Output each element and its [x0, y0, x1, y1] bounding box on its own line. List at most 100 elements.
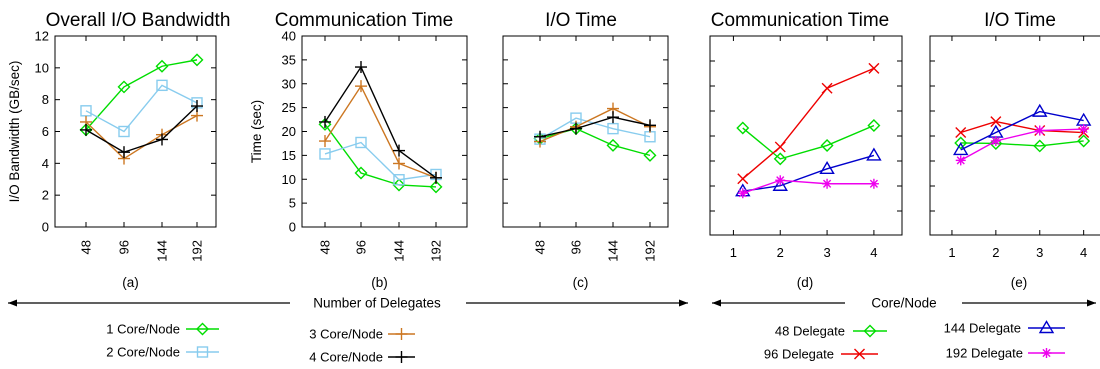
y-tick-label: 0: [289, 220, 296, 235]
legend-marker: [854, 348, 865, 360]
data-point: [990, 135, 1001, 146]
data-point: [156, 79, 168, 92]
data-point: [868, 178, 879, 189]
data-point: [737, 173, 749, 185]
x-tick-label: 3: [823, 245, 830, 260]
legend-entry: 4 Core/Node: [309, 350, 415, 365]
legends: 1 Core/Node 2 Core/Node 3 Core/Node 4 Core/…: [106, 320, 1065, 365]
series-line-2: [960, 120, 1084, 134]
x-tick-label: 96: [569, 240, 584, 254]
chart-title: Communication Time: [275, 10, 453, 31]
legend-marker: [196, 346, 209, 358]
chart-panel-d: Communication Time 1 2 3 4 (d): [709, 10, 903, 290]
x-tick-label: 3: [1036, 245, 1043, 260]
data-point: [819, 160, 835, 175]
data-point: [430, 171, 442, 184]
data-point: [319, 148, 331, 160]
legend-label: 192 Delegate: [946, 346, 1023, 361]
y-tick-label: 12: [35, 29, 49, 44]
data-point: [355, 80, 367, 93]
panel-label: (a): [122, 275, 139, 290]
data-point: [1078, 124, 1089, 135]
data-point: [868, 62, 880, 74]
data-point: [118, 125, 130, 138]
data-point: [955, 155, 966, 166]
legend-entry: 192 Delegate: [946, 346, 1065, 361]
data-point: [643, 148, 657, 162]
series-line-3: [539, 107, 651, 143]
data-point: [392, 178, 406, 192]
data-point: [955, 127, 967, 139]
series-group: [735, 62, 882, 199]
y-tick-label: 6: [42, 124, 49, 139]
data-point: [117, 80, 131, 94]
data-point: [866, 147, 882, 161]
legend-label: 3 Core/Node: [309, 327, 383, 342]
data-point: [954, 136, 968, 150]
x-tick-label: 192: [190, 240, 205, 262]
legend-label: 2 Core/Node: [106, 345, 180, 360]
x-tick-label: 2: [777, 245, 784, 260]
chart-panel-e: I/O Time 1 2 3 4 (e): [929, 10, 1100, 290]
x-tick-label: 144: [392, 240, 407, 262]
x-tick-label: 144: [155, 240, 170, 262]
legend-marker: [395, 328, 408, 340]
legend-label: 1 Core/Node: [106, 322, 180, 337]
y-tick-label: 5: [289, 196, 296, 211]
data-point: [953, 142, 969, 156]
data-point: [821, 82, 833, 94]
legend-marker: [196, 322, 209, 336]
legend-label: 48 Delegate: [775, 324, 845, 339]
x-tick-label: 144: [606, 240, 621, 262]
panel-label: (b): [371, 275, 388, 290]
chart-title: I/O Time: [545, 10, 617, 31]
x-tick-label: 96: [117, 240, 132, 254]
series-group: [79, 53, 204, 165]
data-point: [80, 105, 92, 117]
y-axis-label: Time (sec): [249, 100, 264, 163]
x-tick-label: 96: [354, 240, 369, 254]
y-tick-label: 0: [42, 220, 49, 235]
data-point: [607, 122, 619, 135]
data-point: [775, 175, 786, 186]
data-point: [644, 119, 656, 132]
legend-entry: 96 Delegate: [764, 347, 878, 362]
data-point: [606, 138, 620, 152]
series-line-2: [324, 141, 437, 181]
data-point: [354, 166, 368, 180]
y-tick-label: 2: [42, 188, 49, 203]
series-line-1: [960, 140, 1084, 147]
legend-marker: [863, 324, 877, 338]
series-line-3: [324, 84, 437, 179]
plot-frame: [502, 35, 669, 228]
series-line-3: [742, 154, 875, 192]
cores-axis-label: Core/Node: [871, 296, 936, 311]
chart-title: I/O Time: [984, 10, 1056, 31]
right-arrow: [466, 299, 688, 307]
series-group: [318, 61, 443, 194]
x-tick-label: 48: [533, 240, 548, 254]
y-tick-label: 30: [282, 76, 296, 91]
plot-frame: [301, 35, 468, 228]
data-point: [355, 136, 367, 149]
data-point: [393, 174, 405, 186]
x-tick-label: 4: [870, 245, 877, 260]
legend-entry: 144 Delegate: [944, 320, 1065, 336]
y-tick-label: 4: [42, 156, 49, 171]
data-point: [774, 141, 786, 153]
chart-title: Overall I/O Bandwidth: [46, 10, 231, 31]
data-point: [607, 111, 619, 124]
panel-label: (c): [573, 275, 589, 290]
panel-label: (d): [797, 275, 814, 290]
right-arrow-2: [962, 299, 1096, 307]
data-point: [319, 135, 331, 148]
y-tick-label: 15: [282, 148, 296, 163]
y-tick-label: 20: [282, 124, 296, 139]
y-axis-label: I/O Bandwidth (GB/sec): [7, 61, 22, 203]
data-point: [534, 130, 546, 143]
data-point: [822, 178, 833, 189]
data-point: [570, 122, 582, 135]
plot-frame: [929, 35, 1100, 236]
legend-label: 4 Core/Node: [309, 350, 383, 365]
